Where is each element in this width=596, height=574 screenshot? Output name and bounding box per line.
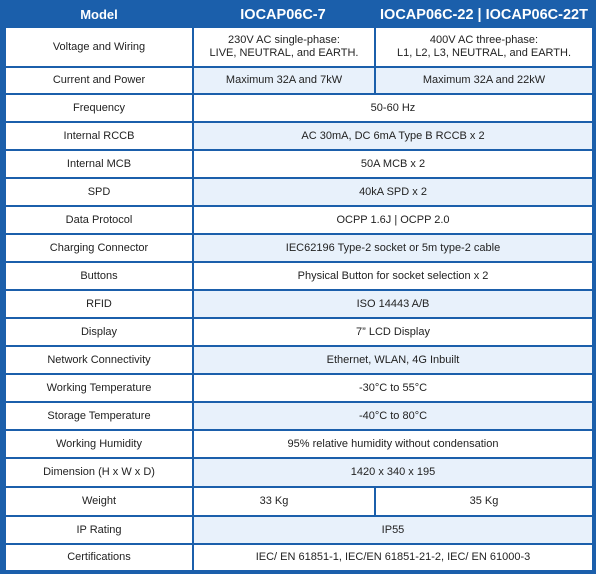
row-label: IP Rating — [6, 517, 192, 543]
table-row-frequency: Frequency 50-60 Hz — [0, 95, 596, 123]
row-label: Internal RCCB — [6, 123, 192, 149]
row-value-model-2: 400V AC three-phase: L1, L2, L3, NEUTRAL,… — [376, 28, 592, 66]
row-value: 1420 x 340 x 195 — [194, 459, 592, 486]
table-header: Model IOCAP06C-7 IOCAP06C-22 | IOCAP06C-… — [0, 0, 596, 28]
row-value: IEC62196 Type-2 socket or 5m type-2 cabl… — [194, 235, 592, 261]
row-label: Frequency — [6, 95, 192, 121]
row-label: Working Temperature — [6, 375, 192, 401]
row-value: Physical Button for socket selection x 2 — [194, 263, 592, 289]
row-value-model-1: 230V AC single-phase: LIVE, NEUTRAL, and … — [194, 28, 374, 66]
header-model-2: IOCAP06C-22 | IOCAP06C-22T — [380, 7, 588, 23]
table-row-spd: SPD 40kA SPD x 2 — [0, 179, 596, 207]
row-label: Current and Power — [6, 68, 192, 93]
row-value: 40kA SPD x 2 — [194, 179, 592, 205]
row-value: 7” LCD Display — [194, 319, 592, 345]
row-label: SPD — [6, 179, 192, 205]
row-value-model-2: Maximum 32A and 22kW — [376, 68, 592, 93]
table-row-weight: Weight 33 Kg 35 Kg — [0, 488, 596, 517]
row-label: Certifications — [6, 545, 192, 570]
table-row-internal-mcb: Internal MCB 50A MCB x 2 — [0, 151, 596, 179]
table-row-buttons: Buttons Physical Button for socket select… — [0, 263, 596, 291]
table-row-working-temperature: Working Temperature -30°C to 55°C — [0, 375, 596, 403]
row-label: RFID — [6, 291, 192, 317]
table-row-storage-temperature: Storage Temperature -40°C to 80°C — [0, 403, 596, 431]
row-value: 50-60 Hz — [194, 95, 592, 121]
table-row-charging-connector: Charging Connector IEC62196 Type-2 socket… — [0, 235, 596, 263]
table-row-network-connectivity: Network Connectivity Ethernet, WLAN, 4G I… — [0, 347, 596, 375]
table-row-certifications: Certifications IEC/ EN 61851-1, IEC/EN 61… — [0, 545, 596, 572]
table-row-working-humidity: Working Humidity 95% relative humidity wi… — [0, 431, 596, 459]
table-row-data-protocol: Data Protocol OCPP 1.6J | OCPP 2.0 — [0, 207, 596, 235]
row-value-model-1: 33 Kg — [194, 488, 374, 515]
row-value: OCPP 1.6J | OCPP 2.0 — [194, 207, 592, 233]
row-label: Voltage and Wiring — [6, 28, 192, 66]
row-value: 95% relative humidity without condensati… — [194, 431, 592, 457]
row-label: Weight — [6, 488, 192, 515]
row-value: ISO 14443 A/B — [194, 291, 592, 317]
row-label: Dimension (H x W x D) — [6, 459, 192, 486]
row-value: Ethernet, WLAN, 4G Inbuilt — [194, 347, 592, 373]
row-value: AC 30mA, DC 6mA Type B RCCB x 2 — [194, 123, 592, 149]
row-label: Charging Connector — [6, 235, 192, 261]
header-model-1: IOCAP06C-7 — [240, 7, 326, 23]
table-row-ip-rating: IP Rating IP55 — [0, 517, 596, 545]
table-row-dimension: Dimension (H x W x D) 1420 x 340 x 195 — [0, 459, 596, 488]
row-value: IEC/ EN 61851-1, IEC/EN 61851-21-2, IEC/… — [194, 545, 592, 570]
row-label: Buttons — [6, 263, 192, 289]
table-row-internal-rccb: Internal RCCB AC 30mA, DC 6mA Type B RCCB… — [0, 123, 596, 151]
row-label: Network Connectivity — [6, 347, 192, 373]
row-label: Data Protocol — [6, 207, 192, 233]
table-row-rfid: RFID ISO 14443 A/B — [0, 291, 596, 319]
table-row-display: Display 7” LCD Display — [0, 319, 596, 347]
row-label: Display — [6, 319, 192, 345]
row-label: Working Humidity — [6, 431, 192, 457]
row-label: Internal MCB — [6, 151, 192, 177]
row-value: IP55 — [194, 517, 592, 543]
row-value: -30°C to 55°C — [194, 375, 592, 401]
table-row-current-and-power: Current and Power Maximum 32A and 7kW Maxi… — [0, 68, 596, 95]
row-value-model-2: 35 Kg — [376, 488, 592, 515]
row-value: 50A MCB x 2 — [194, 151, 592, 177]
row-value-model-1: Maximum 32A and 7kW — [194, 68, 374, 93]
table-row-voltage-and-wiring: Voltage and Wiring 230V AC single-phase: L… — [0, 28, 596, 68]
row-value: -40°C to 80°C — [194, 403, 592, 429]
row-label: Storage Temperature — [6, 403, 192, 429]
header-model-label: Model — [80, 7, 118, 22]
